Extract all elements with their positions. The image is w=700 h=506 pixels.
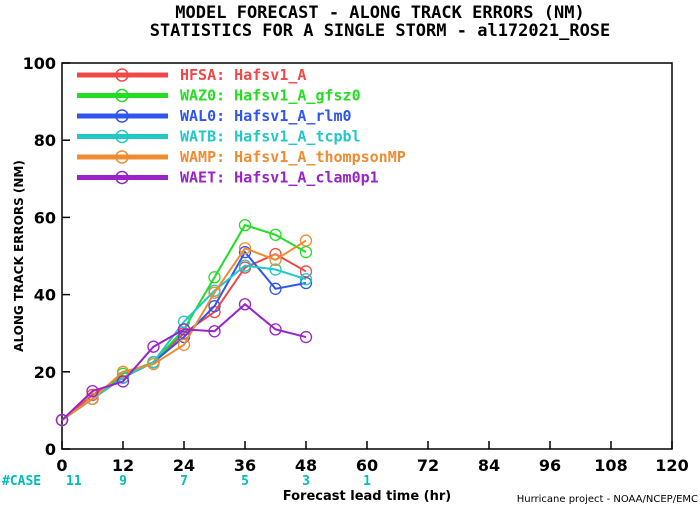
data-point (238, 218, 252, 232)
data-point (238, 259, 252, 272)
y-tick-label: 40 (34, 286, 56, 305)
data-point (238, 242, 252, 255)
x-tick-label: 108 (594, 456, 627, 475)
y-tick-label: 80 (34, 131, 56, 150)
x-tick-label: 48 (295, 456, 317, 475)
data-point (238, 245, 252, 259)
series-layer (55, 218, 313, 427)
case-counts: #CASE 11 9 7 5 3 1 (2, 474, 371, 489)
legend-item-wamp: WAMP: Hafsv1_A_thompsonMP (77, 148, 406, 166)
legend-marker (115, 170, 129, 185)
x-tick-label: 60 (356, 456, 378, 475)
legend-label: WAZ0: Hafsv1_A_gfsz0 (180, 87, 361, 105)
data-point (299, 234, 313, 247)
legend-label: WAL0: Hafsv1_A_rlm0 (180, 107, 352, 125)
case-count: 3 (302, 474, 310, 489)
credit-text: Hurricane project - NOAA/NCEP/EMC (517, 494, 698, 505)
series-wal0 (55, 245, 313, 427)
x-tick-label: 36 (234, 456, 256, 475)
legend-marker (115, 129, 129, 144)
case-count: 7 (180, 474, 188, 489)
x-tick-label: 72 (417, 456, 439, 475)
y-axis-label: ALONG TRACK ERRORS (NM) (12, 160, 26, 352)
axes: 0 12 24 36 48 60 72 84 96 108 120 0 20 40 60 80 100 (23, 54, 689, 475)
series-line (61, 264, 307, 421)
x-tick-label: 84 (478, 456, 500, 475)
data-point (299, 273, 313, 286)
legend-item-wal0: WAL0: Hafsv1_A_rlm0 (77, 107, 352, 125)
y-tick-label: 60 (34, 208, 56, 227)
x-tick-label: 96 (539, 456, 561, 475)
data-point (177, 338, 191, 351)
chart-title: MODEL FORECAST - ALONG TRACK ERRORS (NM) (175, 3, 584, 23)
series-line (61, 239, 307, 421)
legend-marker (115, 150, 129, 164)
data-point (208, 300, 221, 313)
case-count: 5 (241, 474, 249, 489)
data-point (177, 323, 191, 336)
legend-marker (115, 109, 129, 123)
data-point (116, 365, 130, 378)
x-tick-label: 0 (56, 456, 67, 475)
legend-label: WAMP: Hafsv1_A_thompsonMP (180, 148, 406, 166)
x-axis-label: Forecast lead time (hr) (283, 489, 451, 504)
case-count: 1 (363, 474, 371, 489)
legend-item-waet: WAET: Hafsv1_A_clam0p1 (77, 169, 379, 187)
y-tick-label: 100 (23, 54, 56, 73)
x-tick-label: 12 (112, 456, 134, 475)
chart-subtitle: STATISTICS FOR A SINGLE STORM - al172021… (150, 21, 611, 41)
data-point (238, 298, 252, 311)
y-tick-label: 0 (45, 440, 56, 459)
data-point (147, 340, 160, 353)
data-point (269, 282, 282, 295)
legend-item-waz0: WAZ0: Hafsv1_A_gfsz0 (77, 87, 361, 105)
data-point (299, 330, 313, 344)
data-point (86, 392, 99, 405)
case-count: 11 (66, 474, 82, 489)
legend-item-watb: WATB: Hafsv1_A_tcpbl (77, 128, 361, 146)
data-point (147, 357, 160, 371)
legend-item-hfsa: HFSA: Hafsv1_A (77, 66, 306, 84)
data-point (177, 315, 191, 328)
legend-marker (115, 68, 129, 82)
legend-label: WATB: Hafsv1_A_tcpbl (180, 128, 361, 146)
data-point (208, 271, 221, 284)
legend-label: HFSA: Hafsv1_A (180, 66, 306, 84)
x-tick-label: 120 (655, 456, 688, 475)
plot-area-frame (61, 62, 673, 450)
data-point (269, 253, 282, 267)
data-point (299, 276, 313, 290)
legend: HFSA: Hafsv1_A WAZ0: Hafsv1_A_gfsz0 WAL0: … (77, 66, 406, 187)
legend-label: WAET: Hafsv1_A_clam0p1 (180, 169, 379, 187)
data-point (208, 325, 221, 338)
y-tick-label: 20 (34, 363, 56, 382)
x-tick-label: 24 (173, 456, 195, 475)
data-point (55, 413, 69, 427)
series-waet (55, 298, 313, 427)
case-count: 9 (119, 474, 127, 489)
data-point (269, 263, 282, 276)
data-point (86, 384, 99, 398)
legend-marker (115, 88, 129, 103)
data-point (269, 228, 282, 241)
case-label: #CASE (2, 474, 41, 489)
data-point (299, 245, 313, 259)
data-point (116, 375, 130, 388)
data-point (269, 323, 282, 336)
series-line (61, 302, 307, 421)
data-point (208, 286, 221, 299)
